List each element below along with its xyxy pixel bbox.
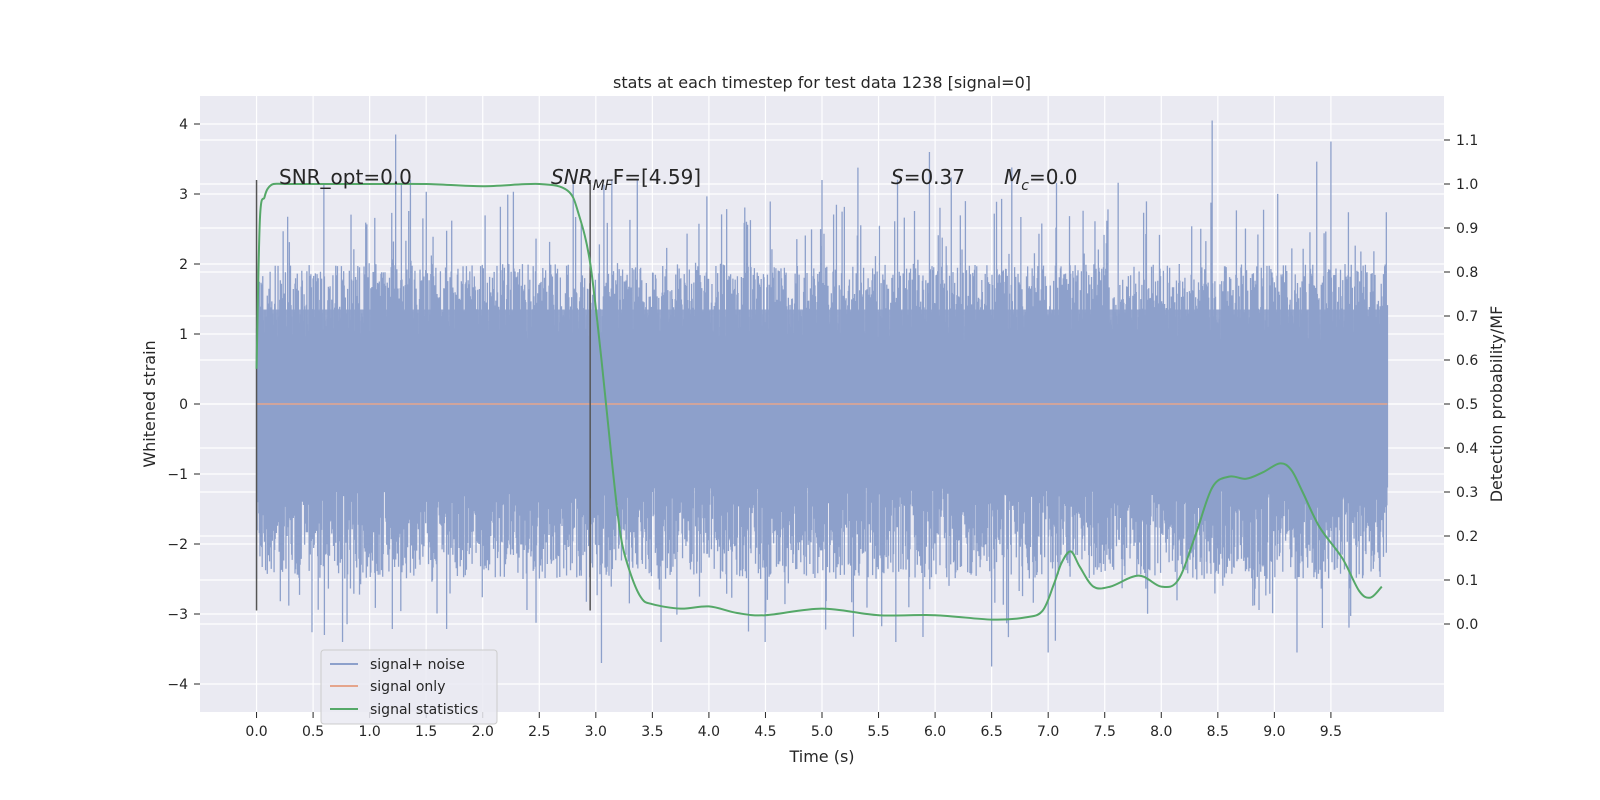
x-tick-label: 5.5: [867, 724, 889, 740]
x-tick-label: 8.5: [1207, 724, 1229, 740]
y-left-tick-label: −1: [167, 467, 188, 483]
x-tick-label: 7.5: [1094, 724, 1116, 740]
chart-title: stats at each timestep for test data 123…: [613, 73, 1031, 92]
x-tick-label: 0.0: [245, 724, 267, 740]
x-tick-label: 4.0: [698, 724, 720, 740]
y-right-tick-label: 0.4: [1456, 441, 1478, 457]
legend-box: [320, 649, 498, 725]
y-left-tick-label: 1: [179, 327, 188, 343]
x-tick-label: 9.0: [1263, 724, 1285, 740]
x-tick-label: 5.0: [811, 724, 833, 740]
y-left-tick-label: 0: [179, 397, 188, 413]
y-right-tick-label: 1.1: [1456, 133, 1478, 149]
x-tick-label: 3.5: [641, 724, 663, 740]
x-tick-label: 1.0: [359, 724, 381, 740]
annotation-mc: Mc=0.0: [1004, 165, 1078, 194]
x-axis-label: Time (s): [788, 747, 854, 766]
y-right-tick-label: 1.0: [1456, 177, 1478, 193]
x-tick-label: 6.0: [924, 724, 946, 740]
y-left-tick-label: −4: [167, 677, 188, 693]
x-tick-label: 4.5: [754, 724, 776, 740]
y-axis-left-label: Whitened strain: [140, 340, 159, 467]
y-right-tick-label: 0.6: [1456, 353, 1478, 369]
y-axis-right-ticks: 1.1 1.0 0.9 0.8 0.7 0.6 0.5 0.4 0.3 0.2 0.1 0.0: [1444, 133, 1478, 633]
series-signal-plus-noise: [255, 120, 1389, 667]
annotations: SNR_opt=0.0 SNRMFF=[4.59] S=0.37 Mc=0.0: [279, 165, 1078, 194]
legend-label-signal-only: signal only: [370, 679, 445, 695]
annotation-s: S=0.37: [891, 165, 965, 189]
x-tick-label: 6.5: [981, 724, 1003, 740]
y-left-tick-label: 3: [179, 187, 188, 203]
legend-label-signal-plus-noise: signal+ noise: [370, 657, 465, 673]
x-tick-label: 8.0: [1150, 724, 1172, 740]
y-right-tick-label: 0.3: [1456, 485, 1478, 501]
series-signal-statistics: [255, 182, 1383, 621]
y-right-tick-label: 0.5: [1456, 397, 1478, 413]
y-right-tick-label: 0.0: [1456, 617, 1478, 633]
x-tick-label: 9.5: [1320, 724, 1342, 740]
y-right-tick-label: 0.8: [1456, 265, 1478, 281]
x-tick-label: 3.0: [585, 724, 607, 740]
x-tick-label: 0.5: [302, 724, 324, 740]
signal-statistics-line: [255, 182, 1383, 621]
y-right-tick-label: 0.9: [1456, 221, 1478, 237]
x-axis-ticks: 0.0 0.5 1.0 1.5 2.0 2.5 3.0 3.5 4.0 4.5 5.0 5.5 6.0 6…: [245, 712, 1342, 740]
annotation-snr-opt: SNR_opt=0.0: [279, 165, 412, 189]
x-tick-label: 1.5: [415, 724, 437, 740]
y-left-tick-label: 2: [179, 257, 188, 273]
y-right-tick-label: 0.1: [1456, 573, 1478, 589]
legend: signal+ noise signal only signal statist…: [320, 649, 498, 725]
x-tick-label: 7.0: [1037, 724, 1059, 740]
y-left-tick-label: −2: [167, 537, 188, 553]
x-tick-label: 2.5: [528, 724, 550, 740]
x-tick-label: 2.0: [472, 724, 494, 740]
annotation-snr-mf: SNRMFF=[4.59]: [551, 165, 701, 194]
y-axis-right-label: Detection probability/MF: [1487, 306, 1506, 503]
legend-label-signal-statistics: signal statistics: [370, 702, 478, 718]
vertical-markers: [255, 180, 591, 611]
y-axis-left-ticks: 4 3 2 1 0 −1 −2 −3 −4: [167, 117, 200, 693]
y-left-tick-label: −3: [167, 607, 188, 623]
y-right-tick-label: 0.2: [1456, 529, 1478, 545]
y-right-tick-label: 0.7: [1456, 309, 1478, 325]
y-left-tick-label: 4: [179, 117, 188, 133]
